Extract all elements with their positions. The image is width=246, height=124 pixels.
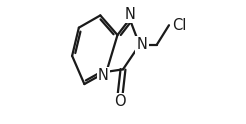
Text: N: N — [125, 7, 136, 22]
Text: Cl: Cl — [172, 18, 186, 33]
Text: O: O — [114, 94, 126, 109]
Text: N: N — [98, 68, 109, 83]
Text: N: N — [137, 37, 147, 52]
